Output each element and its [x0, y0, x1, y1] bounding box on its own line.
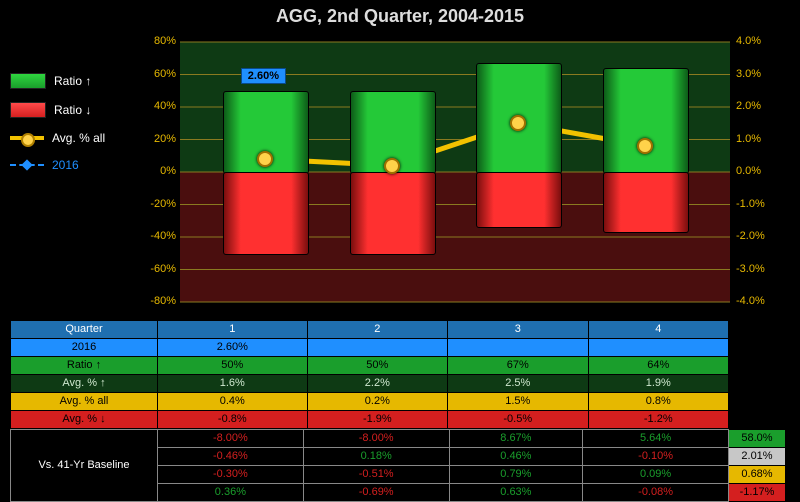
- right-axis-tick: -4.0%: [736, 295, 765, 307]
- row-header: Avg. % ↓: [11, 411, 158, 429]
- row-header: 2016: [11, 339, 158, 357]
- legend-dash-2016: [10, 164, 44, 166]
- baseline-cell: 0.63%: [449, 484, 583, 502]
- baseline-cell: -8.00%: [303, 430, 449, 448]
- label-2016-point: 2.60%: [241, 68, 286, 84]
- right-axis-tick: -3.0%: [736, 263, 765, 275]
- baseline-side: 2.01%: [729, 448, 786, 466]
- baseline-cell: -0.51%: [303, 466, 449, 484]
- baseline-header: Vs. 41-Yr Baseline: [11, 430, 158, 502]
- baseline-cell: 0.09%: [583, 466, 729, 484]
- baseline-side: 58.0%: [729, 430, 786, 448]
- right-axis-tick: 4.0%: [736, 35, 761, 47]
- row-header: Ratio ↑: [11, 357, 158, 375]
- legend-label: Avg. % all: [52, 131, 105, 145]
- cell: 1: [158, 321, 308, 339]
- legend-label: 2016: [52, 158, 79, 172]
- right-axis-tick: -1.0%: [736, 198, 765, 210]
- baseline-cell: 0.46%: [449, 448, 583, 466]
- cell: 64%: [588, 357, 729, 375]
- baseline-cell: 0.36%: [158, 484, 304, 502]
- baseline-cell: -8.00%: [158, 430, 304, 448]
- row-header: Avg. % all: [11, 393, 158, 411]
- baseline-table: Vs. 41-Yr Baseline-8.00%-8.00%8.67%5.64%…: [10, 429, 786, 502]
- left-axis-tick: 40%: [142, 100, 176, 112]
- right-axis-tick: -2.0%: [736, 230, 765, 242]
- baseline-cell: 0.18%: [303, 448, 449, 466]
- baseline-cell: -0.69%: [303, 484, 449, 502]
- cell: 0.4%: [158, 393, 308, 411]
- baseline-cell: 5.64%: [583, 430, 729, 448]
- legend-swatch-down: [10, 102, 46, 118]
- right-axis-tick: 2.0%: [736, 100, 761, 112]
- cell: -0.8%: [158, 411, 308, 429]
- left-axis-tick: 20%: [142, 133, 176, 145]
- data-tables: Quarter123420162.60%Ratio ↑50%50%67%64%A…: [10, 320, 786, 492]
- cell: 0.2%: [307, 393, 447, 411]
- right-axis-tick: 1.0%: [736, 133, 761, 145]
- right-axis-tick: 0.0%: [736, 165, 761, 177]
- legend-swatch-up: [10, 73, 46, 89]
- cell: [448, 339, 588, 357]
- bar-up: [603, 68, 689, 174]
- cell: 50%: [307, 357, 447, 375]
- cell: 1.9%: [588, 375, 729, 393]
- baseline-cell: -0.30%: [158, 466, 304, 484]
- legend-label: Ratio ↓: [54, 103, 91, 117]
- cell: 2: [307, 321, 447, 339]
- bar-down: [350, 172, 436, 255]
- legend-label: Ratio ↑: [54, 74, 91, 88]
- baseline-side: 0.68%: [729, 466, 786, 484]
- baseline-cell: 0.79%: [449, 466, 583, 484]
- legend-ratio-up: Ratio ↑: [10, 73, 130, 89]
- legend-line-avg: [10, 136, 44, 140]
- bar-down: [223, 172, 309, 255]
- cell: 0.8%: [588, 393, 729, 411]
- legend-avg-all: Avg. % all: [10, 131, 130, 145]
- cell: [588, 339, 729, 357]
- cell: 2.5%: [448, 375, 588, 393]
- cell: 1.5%: [448, 393, 588, 411]
- left-axis-tick: 0%: [142, 165, 176, 177]
- row-header: Avg. % ↑: [11, 375, 158, 393]
- left-axis-tick: -40%: [142, 230, 176, 242]
- cell: 3: [448, 321, 588, 339]
- cell: -1.9%: [307, 411, 447, 429]
- summary-table: Quarter123420162.60%Ratio ↑50%50%67%64%A…: [10, 320, 786, 429]
- right-axis-tick: 3.0%: [736, 68, 761, 80]
- cell: 2.60%: [158, 339, 308, 357]
- cell: 50%: [158, 357, 308, 375]
- baseline-cell: -0.10%: [583, 448, 729, 466]
- baseline-cell: -0.08%: [583, 484, 729, 502]
- cell: 4: [588, 321, 729, 339]
- left-axis-tick: -20%: [142, 198, 176, 210]
- bar-down: [476, 172, 562, 228]
- left-axis-tick: 60%: [142, 68, 176, 80]
- cell: 1.6%: [158, 375, 308, 393]
- baseline-side: -1.17%: [729, 484, 786, 502]
- legend: Ratio ↑ Ratio ↓ Avg. % all 2016: [10, 60, 130, 185]
- chart-title: AGG, 2nd Quarter, 2004-2015: [0, 0, 800, 27]
- avg-marker: [257, 151, 273, 167]
- baseline-cell: 8.67%: [449, 430, 583, 448]
- row-header: Quarter: [11, 321, 158, 339]
- cell: -0.5%: [448, 411, 588, 429]
- legend-2016: 2016: [10, 158, 130, 172]
- left-axis-tick: 80%: [142, 35, 176, 47]
- left-axis-tick: -80%: [142, 295, 176, 307]
- baseline-cell: -0.46%: [158, 448, 304, 466]
- cell: [307, 339, 447, 357]
- bar-down: [603, 172, 689, 233]
- left-axis-tick: -60%: [142, 263, 176, 275]
- cell: -1.2%: [588, 411, 729, 429]
- chart-area: -80% -60% -40% -20% 0% 20% 40% 60% 80% -4.0% -3.0%…: [140, 32, 770, 312]
- cell: 67%: [448, 357, 588, 375]
- avg-marker: [384, 158, 400, 174]
- legend-ratio-down: Ratio ↓: [10, 102, 130, 118]
- cell: 2.2%: [307, 375, 447, 393]
